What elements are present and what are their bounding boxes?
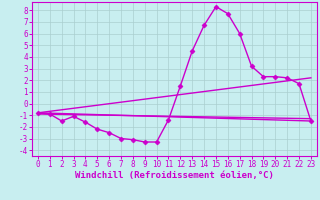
X-axis label: Windchill (Refroidissement éolien,°C): Windchill (Refroidissement éolien,°C) — [75, 171, 274, 180]
